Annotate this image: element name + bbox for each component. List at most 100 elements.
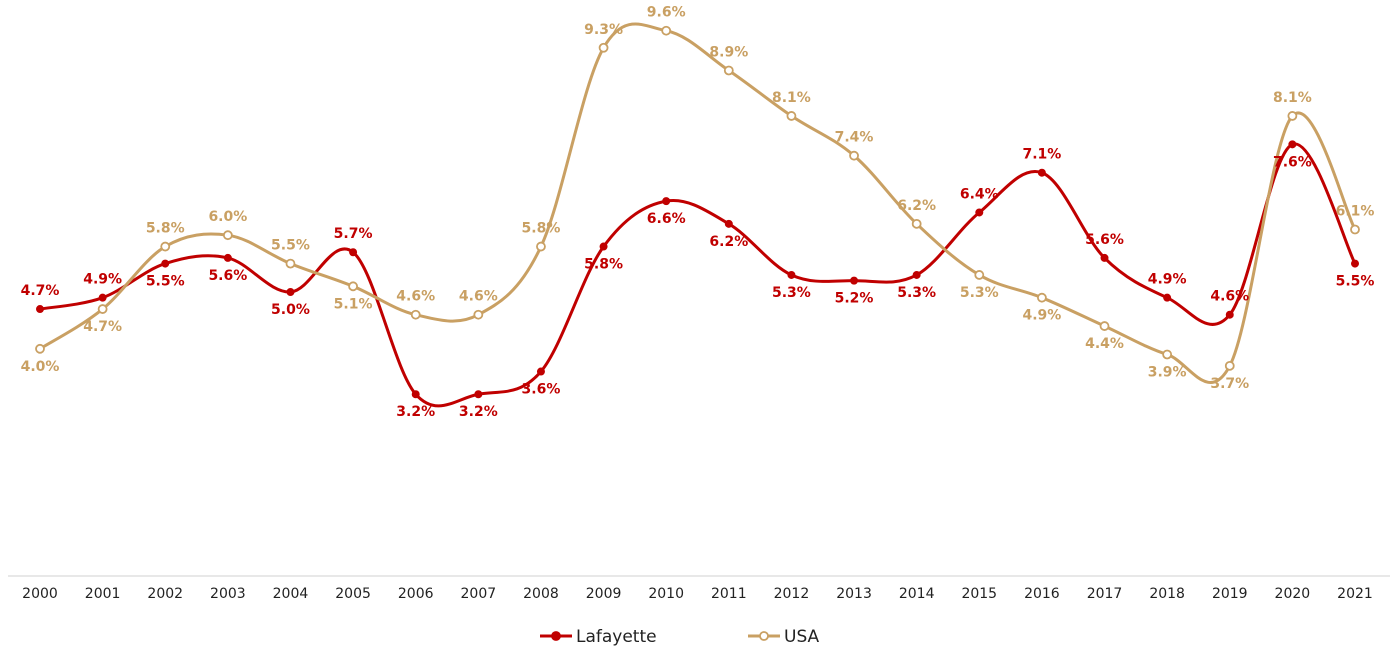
data-point [473, 309, 484, 320]
data-point [724, 219, 733, 228]
data-label: 5.3% [960, 285, 999, 301]
data-label: 8.1% [772, 90, 811, 106]
legend-label: USA [784, 627, 820, 647]
legend-label: Lafayette [576, 627, 657, 647]
data-point [1224, 360, 1235, 371]
x-tick-label: 2005 [335, 586, 371, 602]
data-point [160, 241, 171, 252]
data-point [222, 230, 233, 241]
data-point [723, 65, 734, 76]
data-label: 6.1% [1336, 204, 1375, 220]
data-label: 4.9% [83, 272, 122, 288]
data-label: 5.3% [897, 285, 936, 301]
data-label: 3.9% [1148, 364, 1187, 380]
data-label: 6.4% [960, 186, 999, 202]
data-label: 4.7% [83, 319, 122, 335]
data-label: 3.7% [1210, 376, 1249, 392]
data-label: 7.6% [1273, 154, 1312, 170]
legend-marker [759, 631, 769, 641]
data-point [161, 259, 170, 268]
data-point [1037, 168, 1046, 177]
x-tick-label: 2016 [1024, 586, 1060, 602]
data-point [36, 305, 44, 314]
x-tick-label: 2006 [398, 586, 434, 602]
x-tick-label: 2019 [1212, 586, 1248, 602]
x-tick-label: 2002 [147, 586, 183, 602]
data-point [1288, 140, 1297, 149]
data-point [787, 270, 796, 279]
data-point [662, 197, 671, 206]
data-point [850, 276, 859, 285]
x-tick-label: 2009 [586, 586, 622, 602]
data-label: 6.0% [208, 209, 247, 225]
data-label: 4.6% [396, 289, 435, 305]
data-label: 3.2% [459, 404, 498, 420]
x-tick-label: 2004 [273, 586, 309, 602]
data-point [286, 288, 295, 296]
data-label: 5.1% [334, 296, 373, 312]
data-point [349, 248, 358, 257]
data-label: 5.3% [772, 285, 811, 301]
data-point [1100, 253, 1109, 262]
data-point [849, 150, 859, 161]
data-label: 5.8% [522, 221, 561, 237]
data-point [348, 281, 358, 292]
x-tick-label: 2001 [85, 586, 121, 602]
data-point [35, 343, 45, 354]
data-label: 8.1% [1273, 90, 1312, 106]
x-tick-label: 2014 [899, 586, 935, 602]
data-label: 6.6% [647, 211, 686, 227]
data-point [1225, 310, 1234, 319]
data-label: 6.2% [709, 234, 748, 250]
data-label: 4.9% [1148, 272, 1187, 288]
data-label: 7.1% [1022, 147, 1061, 163]
data-point [536, 241, 546, 252]
data-label: 4.4% [1085, 336, 1124, 352]
x-tick-label: 2017 [1087, 586, 1123, 602]
data-point [1350, 224, 1360, 235]
x-tick-label: 2020 [1275, 586, 1311, 602]
x-tick-label: 2013 [836, 586, 872, 602]
data-label: 5.8% [146, 221, 185, 237]
x-tick-label: 2007 [461, 586, 497, 602]
data-point [1037, 292, 1047, 303]
data-point [911, 218, 922, 229]
data-label: 5.6% [1085, 232, 1124, 248]
data-label: 5.2% [835, 291, 874, 307]
series-line [39, 22, 1357, 384]
data-label: 3.2% [396, 404, 435, 420]
data-label: 4.9% [1022, 308, 1061, 324]
data-label: 5.7% [334, 226, 373, 242]
data-point [223, 253, 232, 262]
data-label: 5.6% [208, 268, 247, 284]
data-point [1351, 259, 1359, 268]
x-tick-label: 2021 [1337, 586, 1373, 602]
x-tick-label: 2012 [774, 586, 810, 602]
x-tick-label: 2000 [22, 586, 58, 602]
data-point [285, 258, 296, 269]
x-tick-label: 2008 [523, 586, 559, 602]
data-label: 5.5% [1336, 274, 1375, 290]
data-label: 3.6% [522, 382, 561, 398]
data-label: 5.5% [271, 238, 310, 254]
data-label: 4.0% [21, 359, 60, 375]
data-point [536, 367, 545, 376]
data-point [912, 270, 921, 279]
data-point [975, 208, 984, 217]
data-label: 7.4% [835, 130, 874, 146]
data-label: 5.5% [146, 274, 185, 290]
data-point [974, 270, 985, 280]
data-label: 6.2% [897, 198, 936, 214]
data-label: 9.6% [647, 5, 686, 21]
data-point [1163, 293, 1172, 302]
legend-marker [551, 631, 561, 641]
data-point [411, 390, 420, 399]
x-tick-label: 2003 [210, 586, 246, 602]
x-tick-label: 2010 [648, 586, 684, 602]
data-point [598, 42, 609, 53]
data-point [97, 304, 108, 314]
x-tick-label: 2018 [1149, 586, 1185, 602]
data-point [410, 309, 421, 320]
data-label: 5.8% [584, 257, 623, 273]
